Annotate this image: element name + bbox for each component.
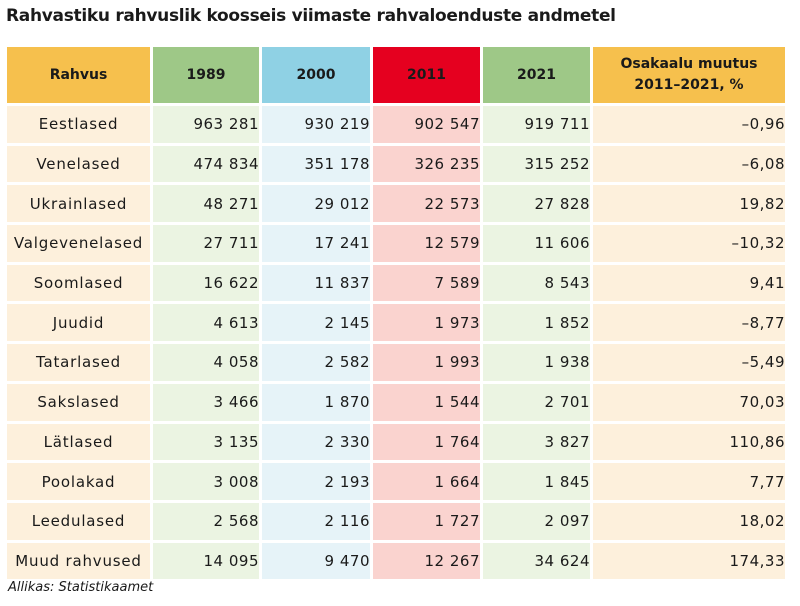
nationality-cell: Juudid	[7, 304, 150, 342]
nationality-cell: Leedulased	[7, 502, 150, 540]
value-2021-cell: 315 252	[483, 145, 590, 183]
share-change-cell: –0,96	[593, 106, 785, 143]
table-row: Tatarlased 4 058 2 582 1 993 1 938 –5,49	[7, 344, 785, 381]
value-2011-cell: 1 993	[373, 344, 480, 381]
share-change-cell: –6,08	[593, 145, 785, 183]
column-header-2011: 2011	[373, 47, 480, 103]
nationality-cell: Lätlased	[7, 423, 150, 461]
value-1989-cell: 963 281	[153, 106, 259, 143]
population-table: Rahvus 1989 2000 2011 2021 Osakaalu muut…	[4, 44, 788, 582]
value-2011-cell: 1 973	[373, 304, 480, 342]
value-2011-cell: 12 267	[373, 542, 480, 580]
value-2000-cell: 2 582	[262, 344, 370, 381]
value-1989-cell: 16 622	[153, 264, 259, 302]
table-row: Valgevenelased 27 711 17 241 12 579 11 606 –1…	[7, 225, 785, 262]
value-2021-cell: 11 606	[483, 225, 590, 262]
value-1989-cell: 474 834	[153, 145, 259, 183]
value-2000-cell: 2 116	[262, 502, 370, 540]
nationality-cell: Sakslased	[7, 383, 150, 421]
column-header-share-change: Osakaalu muutus 2011–2021, %	[593, 47, 785, 103]
table-row: Lätlased 3 135 2 330 1 764 3 827 110,86	[7, 423, 785, 461]
value-2000-cell: 29 012	[262, 185, 370, 223]
table-row: Juudid 4 613 2 145 1 973 1 852 –8,77	[7, 304, 785, 342]
value-2021-cell: 8 543	[483, 264, 590, 302]
value-1989-cell: 2 568	[153, 502, 259, 540]
share-change-cell: 110,86	[593, 423, 785, 461]
value-2011-cell: 1 727	[373, 502, 480, 540]
table-row: Poolakad 3 008 2 193 1 664 1 845 7,77	[7, 463, 785, 500]
value-1989-cell: 4 613	[153, 304, 259, 342]
value-2021-cell: 2 701	[483, 383, 590, 421]
value-2011-cell: 1 664	[373, 463, 480, 500]
nationality-cell: Soomlased	[7, 264, 150, 302]
value-2021-cell: 2 097	[483, 502, 590, 540]
value-2011-cell: 902 547	[373, 106, 480, 143]
nationality-cell: Muud rahvused	[7, 542, 150, 580]
value-2000-cell: 2 193	[262, 463, 370, 500]
value-2011-cell: 1 764	[373, 423, 480, 461]
share-change-cell: –10,32	[593, 225, 785, 262]
nationality-cell: Tatarlased	[7, 344, 150, 381]
nationality-cell: Poolakad	[7, 463, 150, 500]
value-1989-cell: 3 008	[153, 463, 259, 500]
value-2011-cell: 22 573	[373, 185, 480, 223]
value-2011-cell: 7 589	[373, 264, 480, 302]
share-change-cell: 70,03	[593, 383, 785, 421]
value-1989-cell: 48 271	[153, 185, 259, 223]
share-change-cell: –5,49	[593, 344, 785, 381]
nationality-cell: Eestlased	[7, 106, 150, 143]
header-row: Rahvus 1989 2000 2011 2021 Osakaalu muut…	[7, 47, 785, 103]
table-row: Soomlased 16 622 11 837 7 589 8 543 9,41	[7, 264, 785, 302]
column-header-nationality: Rahvus	[7, 47, 150, 103]
value-2000-cell: 351 178	[262, 145, 370, 183]
value-2000-cell: 2 145	[262, 304, 370, 342]
value-2011-cell: 1 544	[373, 383, 480, 421]
value-1989-cell: 3 466	[153, 383, 259, 421]
table-row: Ukrainlased 48 271 29 012 22 573 27 828 19,82	[7, 185, 785, 223]
table-row: Leedulased 2 568 2 116 1 727 2 097 18,02	[7, 502, 785, 540]
value-2021-cell: 1 938	[483, 344, 590, 381]
value-2000-cell: 11 837	[262, 264, 370, 302]
share-change-cell: 18,02	[593, 502, 785, 540]
table-row: Sakslased 3 466 1 870 1 544 2 701 70,03	[7, 383, 785, 421]
value-1989-cell: 14 095	[153, 542, 259, 580]
column-header-1989: 1989	[153, 47, 259, 103]
value-2021-cell: 27 828	[483, 185, 590, 223]
value-1989-cell: 27 711	[153, 225, 259, 262]
value-2021-cell: 1 852	[483, 304, 590, 342]
value-2000-cell: 1 870	[262, 383, 370, 421]
share-change-cell: 174,33	[593, 542, 785, 580]
nationality-cell: Ukrainlased	[7, 185, 150, 223]
share-change-cell: 19,82	[593, 185, 785, 223]
value-2021-cell: 1 845	[483, 463, 590, 500]
value-2000-cell: 930 219	[262, 106, 370, 143]
value-1989-cell: 4 058	[153, 344, 259, 381]
value-2011-cell: 12 579	[373, 225, 480, 262]
column-header-2021: 2021	[483, 47, 590, 103]
nationality-cell: Venelased	[7, 145, 150, 183]
share-change-cell: 7,77	[593, 463, 785, 500]
share-change-header-line-1: Osakaalu muutus	[620, 56, 758, 72]
page-title: Rahvastiku rahvuslik koosseis viimaste r…	[6, 6, 616, 26]
value-2011-cell: 326 235	[373, 145, 480, 183]
nationality-cell: Valgevenelased	[7, 225, 150, 262]
value-1989-cell: 3 135	[153, 423, 259, 461]
table-body: Eestlased 963 281 930 219 902 547 919 711 –0,…	[7, 106, 785, 580]
value-2000-cell: 17 241	[262, 225, 370, 262]
value-2021-cell: 919 711	[483, 106, 590, 143]
value-2000-cell: 9 470	[262, 542, 370, 580]
value-2021-cell: 3 827	[483, 423, 590, 461]
value-2021-cell: 34 624	[483, 542, 590, 580]
value-2000-cell: 2 330	[262, 423, 370, 461]
column-header-2000: 2000	[262, 47, 370, 103]
table-row: Eestlased 963 281 930 219 902 547 919 711 –0,…	[7, 106, 785, 143]
source-note: Allikas: Statistikaamet	[8, 580, 154, 595]
table-row: Venelased 474 834 351 178 326 235 315 252 –6,…	[7, 145, 785, 183]
table-row: Muud rahvused 14 095 9 470 12 267 34 624 174,…	[7, 542, 785, 580]
share-change-cell: 9,41	[593, 264, 785, 302]
share-change-cell: –8,77	[593, 304, 785, 342]
share-change-header-line-2: 2011–2021, %	[634, 77, 744, 93]
